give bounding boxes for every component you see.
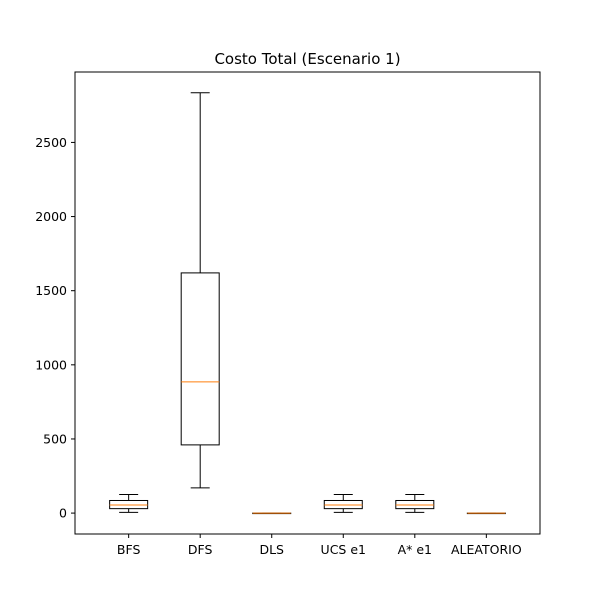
x-tick-label: BFS (117, 542, 141, 557)
y-tick-label: 0 (59, 506, 67, 521)
plot-area: 0 500 1000 1500 2000 2500 BFS DFS DLS UCS e1 A* e1… (35, 71, 541, 557)
chart-title: Costo Total (Escenario 1) (214, 50, 400, 68)
y-tick-label: 1500 (35, 283, 67, 298)
x-tick-label: UCS e1 (321, 542, 366, 557)
y-tick-label: 1000 (35, 357, 67, 372)
y-tick-label: 500 (43, 431, 67, 446)
x-tick-label: DFS (188, 542, 213, 557)
axes-frame (74, 71, 541, 535)
y-tick-label: 2000 (35, 209, 67, 224)
box-dfs (180, 272, 220, 446)
y-tick-label: 2500 (35, 135, 67, 150)
x-tick-label: ALEATORIO (451, 542, 522, 557)
x-tick-label: DLS (259, 542, 284, 557)
x-tick-label: A* e1 (398, 542, 432, 557)
